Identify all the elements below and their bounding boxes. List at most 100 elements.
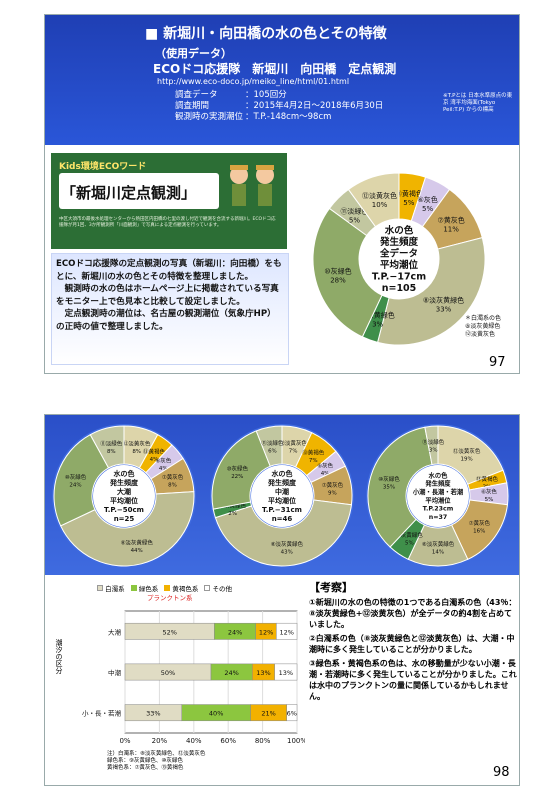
donut-center-text: 平均潮位 (425, 495, 451, 504)
slice-label: ⑥灰色 (481, 487, 497, 495)
donut-center-text: 水の色 (385, 224, 414, 236)
bar-value-label: 24% (224, 669, 238, 677)
donut-center-text: T.P.−50cm (104, 506, 144, 514)
bar-value-label: 12% (279, 628, 293, 636)
slice-label: ⑪淡緑色 (100, 440, 123, 448)
consider-item: ②白濁系の色（⑧淡灰黄緑色と⑫淡黄灰色）は、大潮・中潮時に多く発生していることが… (309, 634, 515, 654)
donut-slice (214, 499, 353, 567)
tick-label: 60% (220, 737, 236, 745)
slice-value: 6% (268, 448, 277, 454)
slice-label: ⑧淡灰黄緑色 (422, 540, 455, 548)
slice-label: ⑥灰色 (417, 195, 437, 204)
slice-value: 35% (383, 484, 395, 490)
category-label: 小・長・若潮 (82, 709, 122, 718)
donut-slice (424, 425, 439, 466)
bar-value-label: 52% (162, 628, 176, 636)
body-text-box: ECOドコ応援隊の定点観測の写真（新堀川：向田橋）をもとに、新堀川の水の色とその… (51, 253, 289, 365)
donut-center-text: 発生頻度 (424, 479, 451, 488)
slice-label: ⑬黄褐色 (302, 449, 325, 457)
slice-label: ⑦黄灰色 (437, 216, 464, 225)
slice-value: 19% (461, 456, 473, 462)
slice-label: ⑥灰色 (317, 462, 333, 470)
slice-label: ⑫淡黄灰色 (123, 440, 151, 448)
slice-value: 11% (443, 226, 459, 234)
slice-value: 5% (422, 205, 433, 213)
slice-label: ⑬黄褐色 (476, 475, 499, 483)
slice-label: ⑥灰色 (155, 456, 171, 464)
slice-label: ⑨灰黄緑色 (361, 310, 395, 319)
bar-chart-panel: 白濁系 緑色系 黄褐色系 その他 プランクトン系 潮汐の区分 0% 20% 40% 6… (47, 579, 305, 781)
bar-value-label: 33% (146, 710, 160, 718)
donut-center-text: 平均潮位 (268, 496, 296, 505)
donut-center-text: 全データ (379, 247, 418, 259)
banner-small-text: 中区大須市の最後水処理センターから熱田区内田橋の七里の渡し付近で観測を合流する新… (59, 217, 276, 228)
banner-title: 「新堀川定点観測」 (61, 184, 197, 202)
consider-item: ③緑色系・黄褐色系の色は、水の移動量が少ない小潮・長潮・若潮時に多く発生している… (309, 659, 517, 701)
donut-center-text: n=25 (114, 515, 135, 523)
bar-value-label: 13% (256, 669, 270, 677)
kids-mascot-icon (230, 165, 274, 206)
donut-slice (367, 426, 433, 548)
consideration-box: 【考察】 ①新堀川の水の色の特徴の1つである白濁系の色（43％：⑧淡灰黄緑色+⑫… (309, 579, 517, 785)
slice-value: 7% (309, 458, 318, 464)
slice-value: 5% (405, 541, 414, 547)
bar-legend: 白濁系 緑色系 黄褐色系 その他 (97, 583, 232, 593)
donut-center-text: 発生頻度 (109, 478, 139, 487)
slice-value: 10% (372, 201, 388, 209)
donut-center-text: n=105 (382, 283, 417, 294)
slice-value: 7% (289, 449, 298, 455)
bar-segment (286, 704, 298, 722)
slice-label: ⑪淡緑色 (340, 206, 368, 215)
slice-value: 9% (328, 491, 337, 497)
donut-slice (255, 425, 283, 467)
donut-slice (312, 207, 383, 338)
slice-label: ⑫淡黄灰色 (362, 191, 397, 200)
slice-value: 5% (403, 199, 414, 207)
kids-eco-banner: Kids環境ECOワード 「新堀川定点観測」 中区大須市の最後水処理センターから… (51, 153, 287, 249)
slice-label: ⑬黄褐色 (143, 448, 166, 456)
donut-center-text: n=37 (429, 514, 448, 521)
body-paragraph: 観測時の水の色はホームページ上に掲載されている写真をモニター上で色見本と比較して… (56, 284, 279, 307)
slice-value: 3% (372, 320, 383, 328)
donut-center-text: T.P.−31cm (262, 506, 302, 514)
donut-slice (53, 433, 110, 527)
slice-label: ⑩灰緑色 (65, 473, 87, 481)
slice-label: ⑨灰黄緑色 (396, 531, 423, 539)
slice-value: 24% (69, 483, 81, 489)
bar-segment (274, 663, 298, 681)
slide-97: ■ 新堀川・向田橋の水の色とその特徴 （使用データ） ECOドコ応援隊 新堀川 … (44, 14, 520, 374)
slice-label: ⑩灰緑色 (324, 267, 351, 276)
meta-row: 調査データ ：105回分 (175, 90, 287, 100)
slice-label: ⑩灰緑色 (378, 475, 400, 483)
slide-98: ⑫淡黄灰色 8% ⑬黄褐色 4% ⑥灰色 4% ⑦黄灰色 8% ⑧淡灰黄緑色 44% ⑩灰緑色 24%… (44, 414, 520, 786)
slice-value: 4% (321, 471, 330, 477)
slice-label: ⑪淡緑色 (261, 439, 284, 447)
slice-value: 43% (281, 549, 293, 555)
donut-center-text: T.P.23cm (423, 506, 454, 513)
donut-center-text: 発生頻度 (267, 478, 297, 487)
tick-label: 100% (287, 737, 305, 745)
kids-title: Kids環境ECOワード (59, 162, 147, 172)
bar-value-label: 6% (287, 710, 297, 718)
slice-value: 44% (131, 548, 143, 554)
page-number: 97 (489, 355, 506, 370)
donut-center-text: 水の色 (429, 470, 449, 479)
stacked-bar-chart: 0% 20% 40% 60% 80% 100% 大潮 52% 24% 12% 12% 中潮 50% 24%… (82, 610, 305, 745)
donut-center-text: 中潮 (275, 487, 289, 496)
data-subtitle: （使用データ） (155, 47, 232, 60)
legend-note: ＊白濁系の色 ⑧淡灰黄緑色 ⑫淡黄灰色 (465, 315, 502, 338)
bar-value-label: 13% (279, 669, 293, 677)
donut-center-text: 小潮・長潮・若潮 (412, 487, 463, 496)
tick-label: 20% (152, 737, 168, 745)
slice-value: 8% (107, 449, 116, 455)
slice-value: 4% (150, 457, 159, 463)
donut-center-text: 水の色 (114, 469, 135, 478)
source-url[interactable]: http://www.eco-doco.jp/meiko_line/html/0… (157, 77, 350, 86)
plankton-label: プランクトン系 (147, 594, 193, 602)
slice-value: 5% (485, 497, 494, 503)
slice-value: 14% (432, 550, 444, 556)
bar-value-label: 50% (161, 669, 175, 677)
donut-center-text: 発生頻度 (379, 236, 419, 248)
